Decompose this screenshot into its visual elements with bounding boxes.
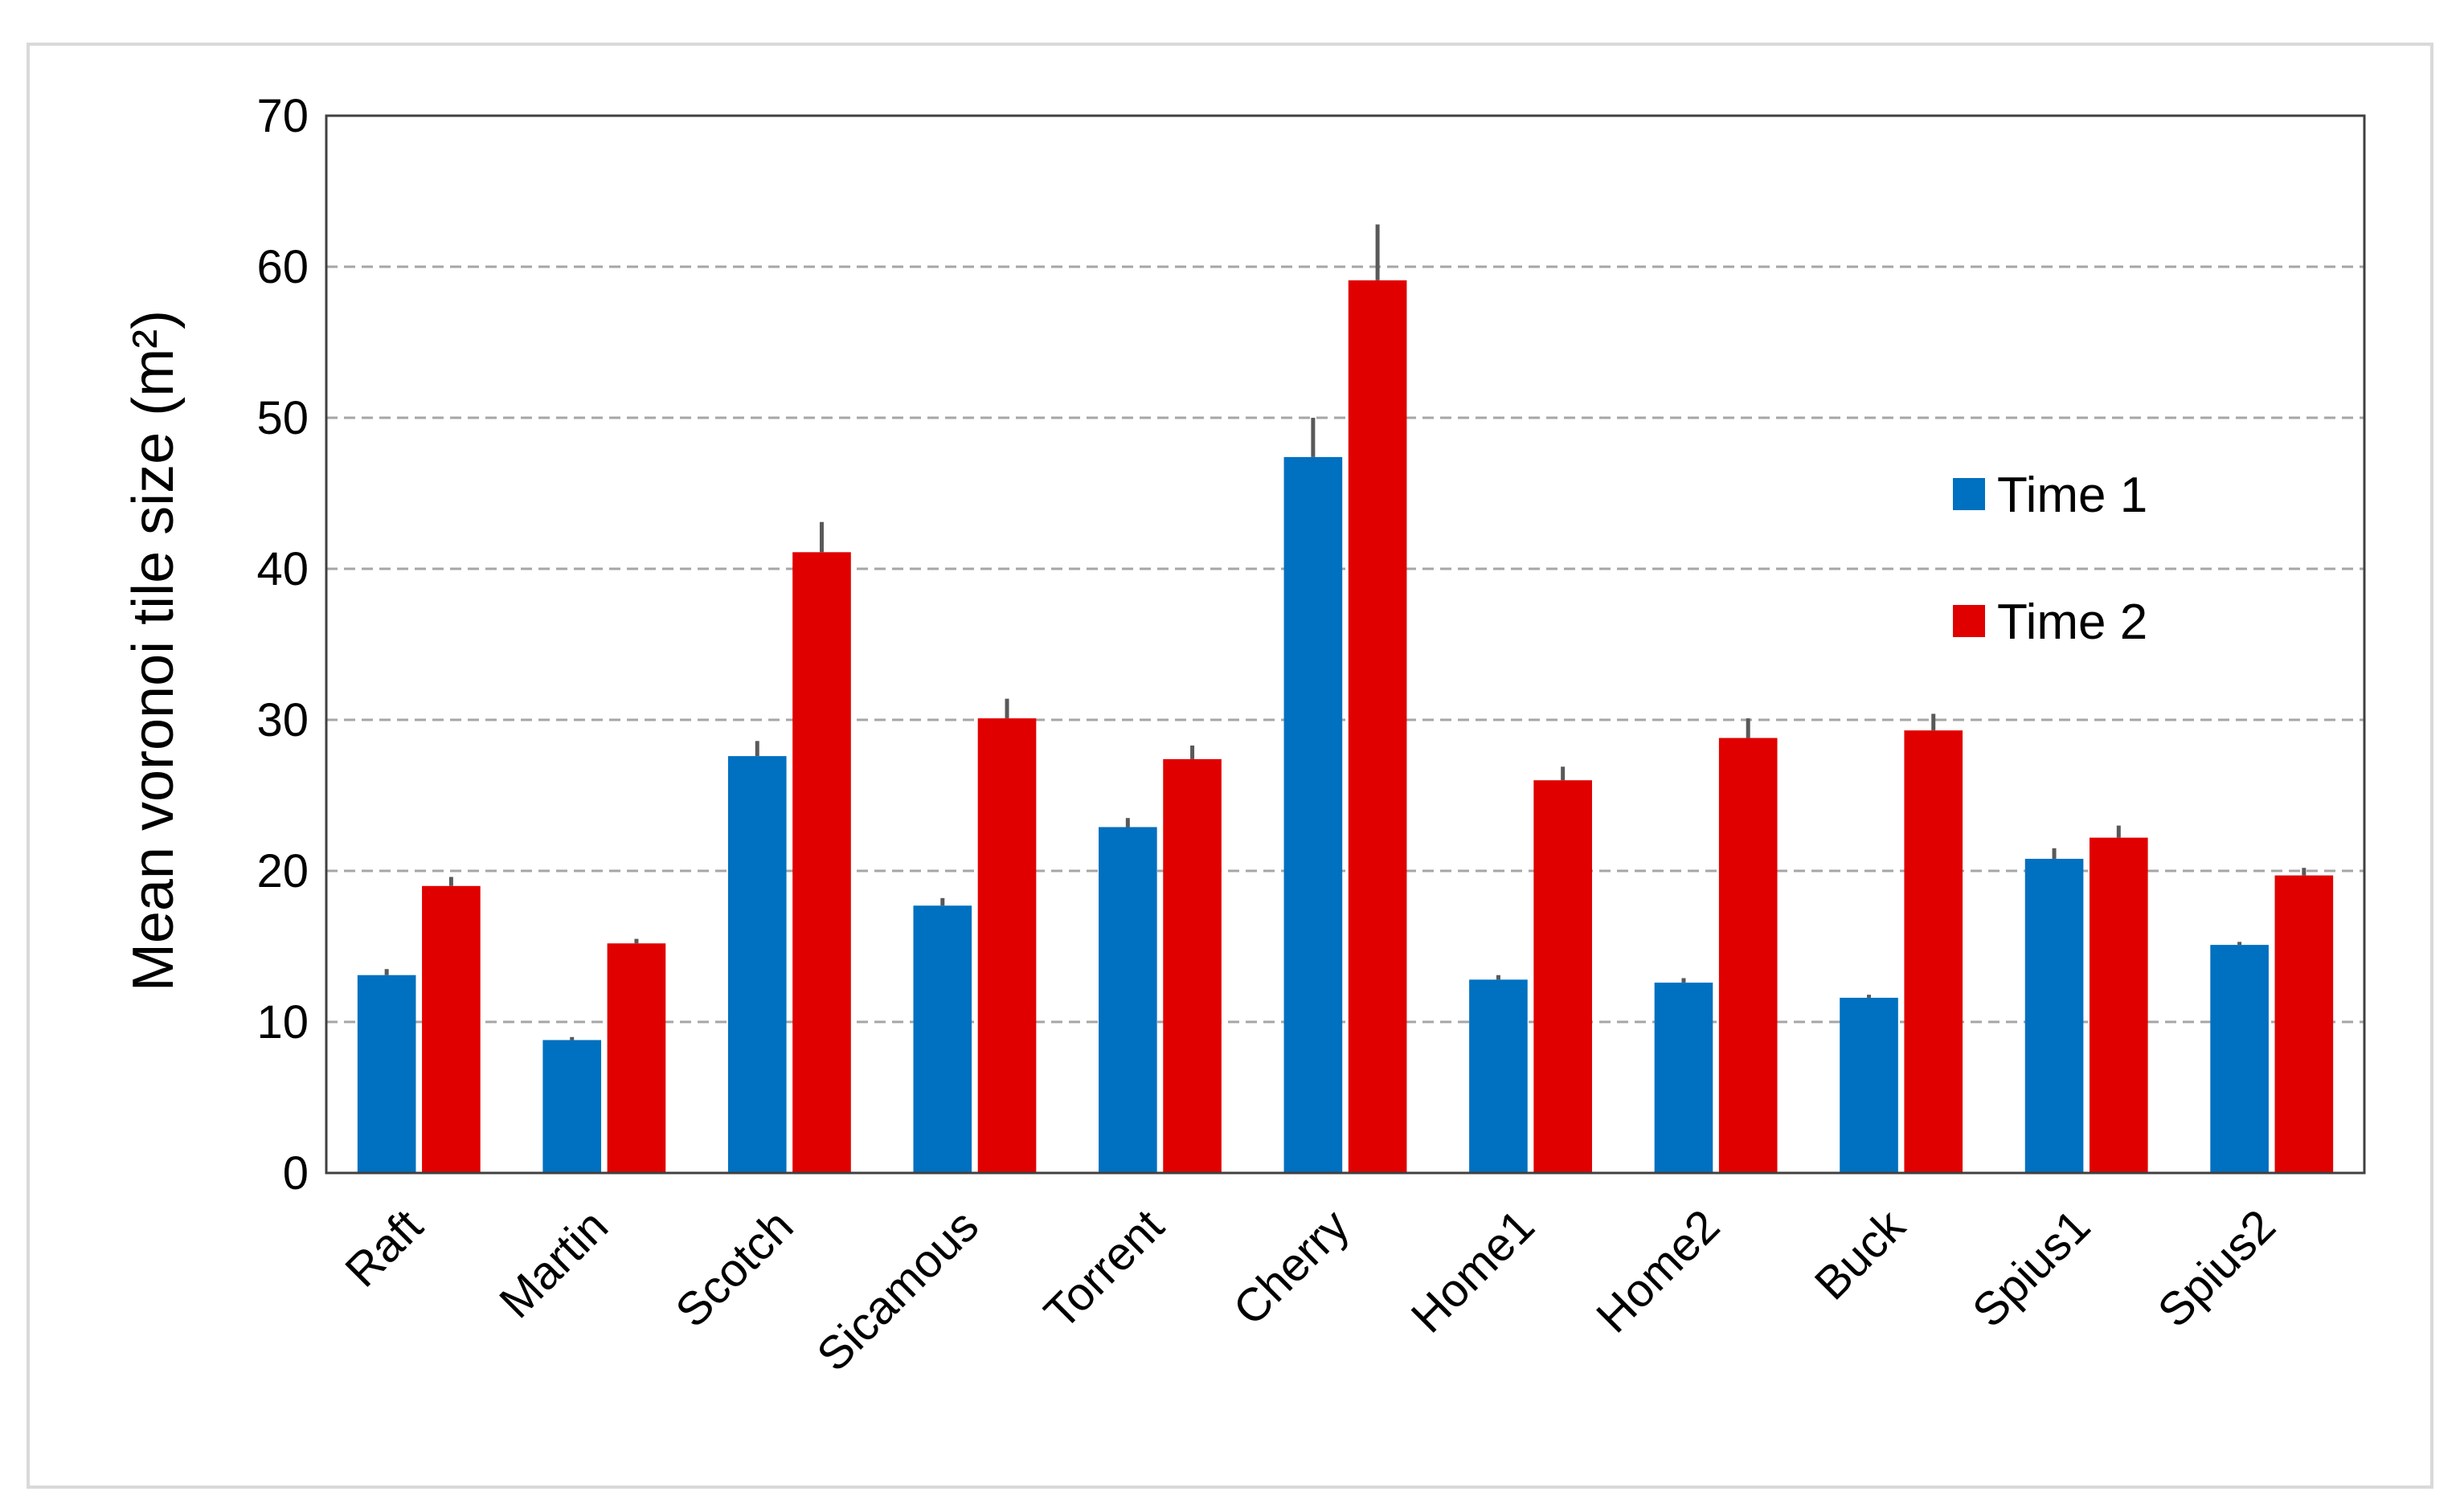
bar <box>1654 983 1713 1173</box>
bar <box>1163 758 1222 1173</box>
bar <box>792 552 851 1173</box>
bar <box>357 975 416 1173</box>
bar <box>2210 945 2269 1173</box>
y-tick-label: 50 <box>256 392 309 444</box>
bar <box>1533 780 1592 1173</box>
bar <box>913 905 972 1173</box>
plot-frame <box>325 114 2366 1175</box>
legend-label: Time 2 <box>1997 595 2147 650</box>
y-tick-label: 30 <box>256 694 309 746</box>
bar <box>727 756 787 1173</box>
bar <box>1904 730 1963 1173</box>
bar <box>2274 875 2334 1173</box>
bar <box>1348 280 1407 1173</box>
y-tick-label: 70 <box>256 90 309 142</box>
bar <box>2024 858 2084 1173</box>
y-tick-label: 20 <box>256 845 309 897</box>
y-tick-label: 0 <box>283 1147 309 1199</box>
y-axis-label: Mean voronoi tile size (m²) <box>121 310 186 991</box>
legend-swatch <box>1953 605 1985 637</box>
y-tick-label: 40 <box>256 543 309 595</box>
bar <box>607 943 666 1173</box>
bar <box>1099 827 1157 1173</box>
bar <box>1840 997 1898 1173</box>
y-tick-label: 10 <box>256 996 309 1048</box>
bar <box>1469 979 1528 1173</box>
bar <box>542 1040 602 1173</box>
bar <box>1283 456 1343 1173</box>
y-tick-label: 60 <box>256 241 309 293</box>
bar <box>422 885 481 1173</box>
chart-border <box>27 43 2433 1489</box>
bar <box>977 718 1037 1173</box>
bar <box>1718 738 1778 1173</box>
legend-label: Time 1 <box>1997 468 2147 523</box>
legend-swatch <box>1953 478 1985 510</box>
bar <box>2089 837 2148 1173</box>
